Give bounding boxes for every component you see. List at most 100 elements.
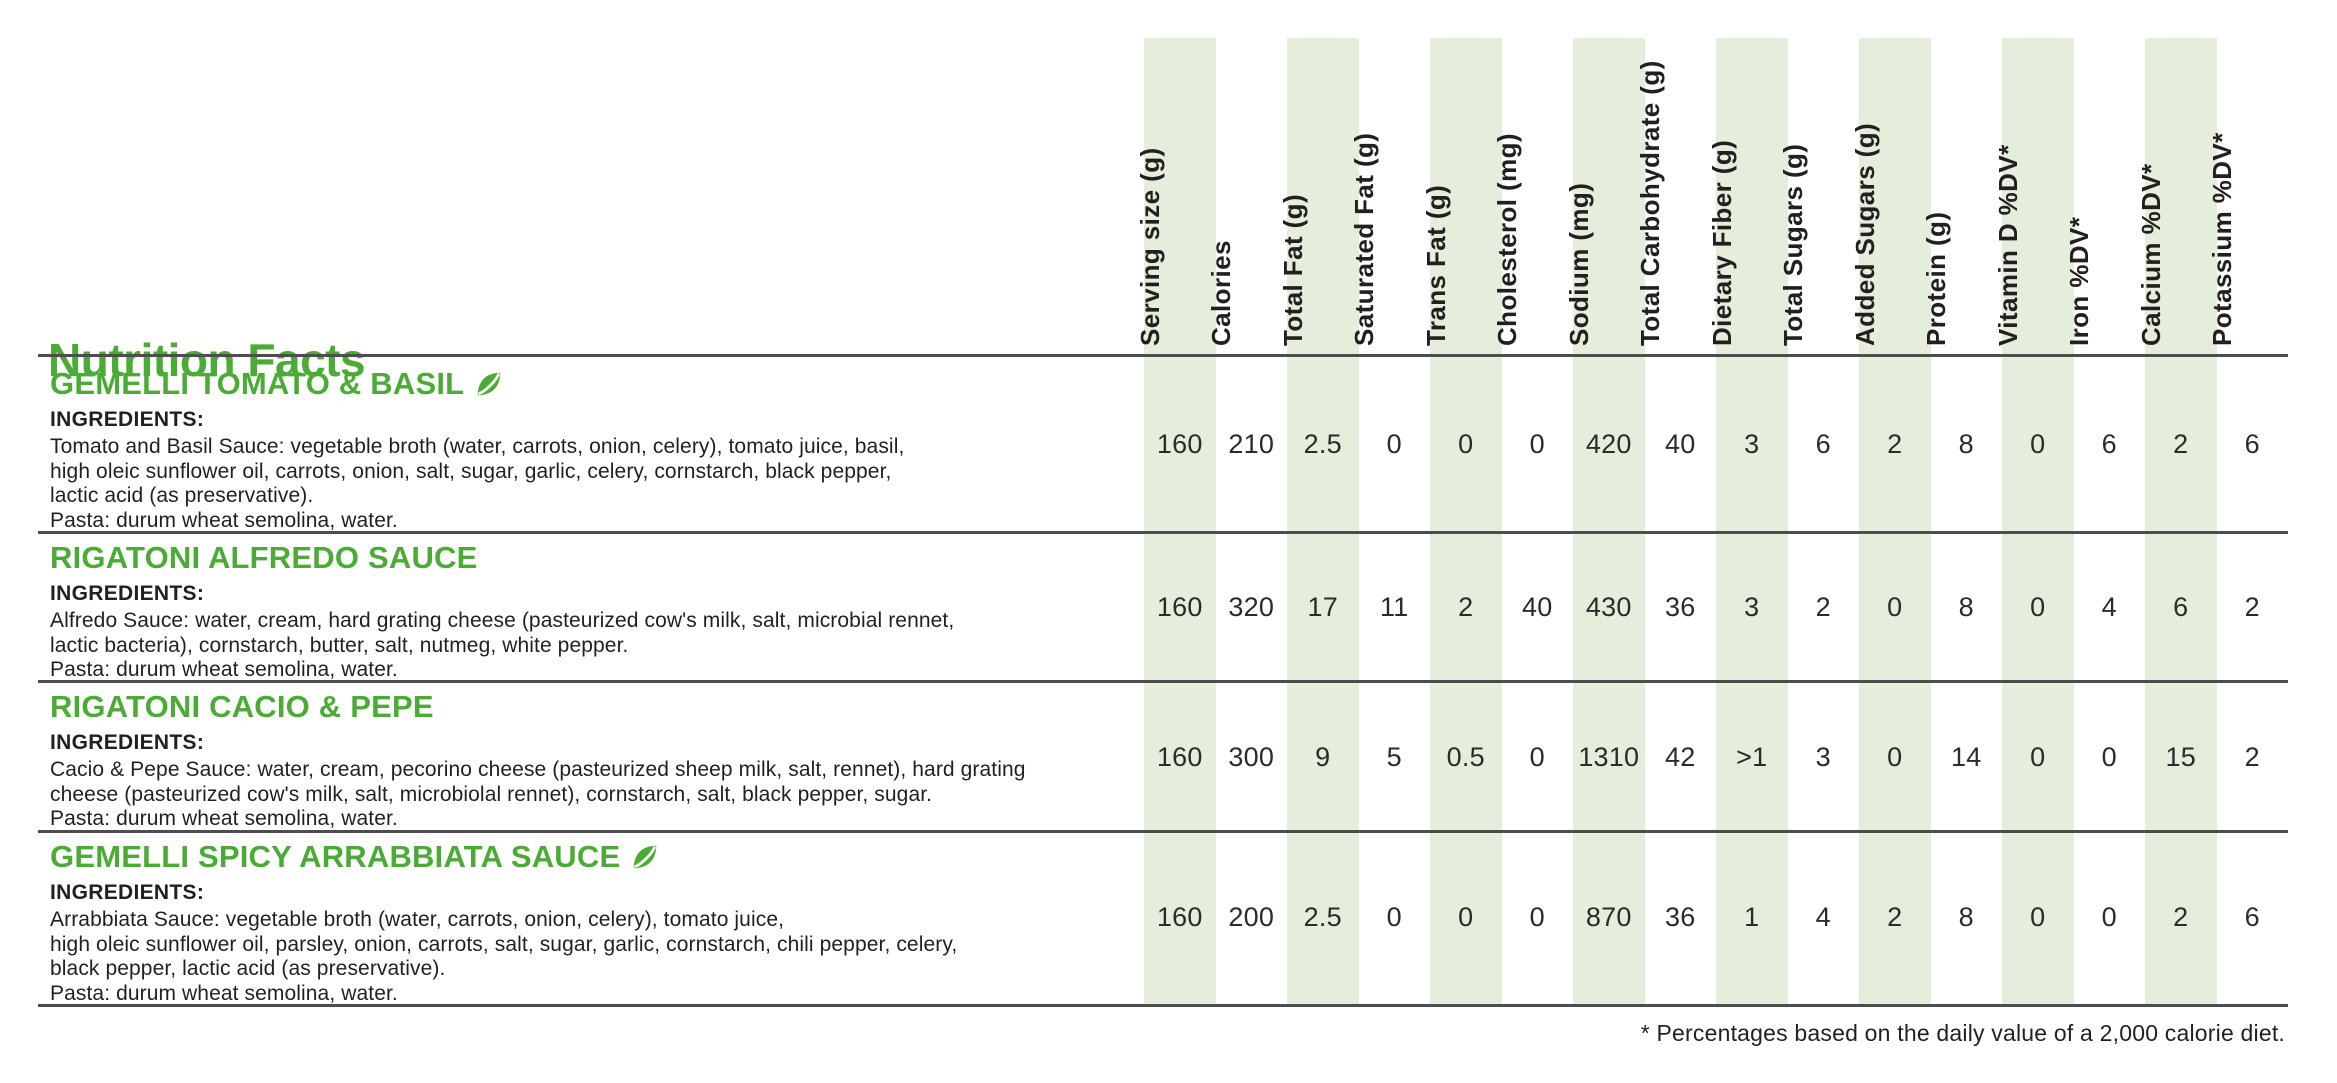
ingredients-label: INGREDIENTS: bbox=[50, 881, 205, 904]
value-serving-size-g-gemelli-spicy-arrabbiata-sauce: 160 bbox=[1156, 902, 1203, 932]
value-total-fat-g-gemelli-tomato-basil: 2.5 bbox=[1303, 429, 1342, 459]
value-dietary-fiber-g-gemelli-tomato-basil: 3 bbox=[1744, 429, 1760, 459]
ingredients-line: Pasta: durum wheat semolina, water. bbox=[50, 508, 398, 532]
value-calcium-dv-gemelli-spicy-arrabbiata-sauce: 2 bbox=[2173, 902, 2189, 932]
value-sodium-mg-rigatoni-cacio-pepe: 1310 bbox=[1578, 742, 1640, 772]
column-header-total-sugars-g: Total Sugars (g) bbox=[1778, 143, 1809, 346]
section-rule bbox=[38, 680, 2288, 683]
column-header-added-sugars-g: Added Sugars (g) bbox=[1849, 122, 1880, 346]
value-cholesterol-mg-rigatoni-alfredo-sauce: 40 bbox=[1522, 592, 1553, 622]
value-dietary-fiber-g-rigatoni-alfredo-sauce: 3 bbox=[1744, 592, 1760, 622]
value-calories-rigatoni-alfredo-sauce: 320 bbox=[1228, 592, 1275, 622]
ingredients-line: Pasta: durum wheat semolina, water. bbox=[50, 807, 398, 830]
value-serving-size-g-rigatoni-alfredo-sauce: 160 bbox=[1156, 592, 1203, 622]
value-dietary-fiber-g-gemelli-spicy-arrabbiata-sauce: 1 bbox=[1744, 902, 1760, 932]
value-sodium-mg-gemelli-tomato-basil: 420 bbox=[1585, 429, 1632, 459]
value-calories-gemelli-spicy-arrabbiata-sauce: 200 bbox=[1228, 902, 1275, 932]
value-saturated-fat-g-rigatoni-cacio-pepe: 5 bbox=[1386, 742, 1402, 772]
column-header-dietary-fiber-g: Dietary Fiber (g) bbox=[1706, 139, 1737, 346]
value-total-sugars-g-rigatoni-alfredo-sauce: 2 bbox=[1815, 592, 1831, 622]
header-rule bbox=[38, 354, 2288, 357]
daily-value-footnote: * Percentages based on the daily value o… bbox=[1640, 1020, 2285, 1046]
ingredients-line: Tomato and Basil Sauce: vegetable broth … bbox=[50, 435, 905, 458]
column-stripe-trans-fat-g bbox=[1430, 38, 1502, 1004]
column-header-trans-fat-g: Trans Fat (g) bbox=[1420, 184, 1451, 346]
value-total-carbohydrate-g-rigatoni-alfredo-sauce: 36 bbox=[1665, 592, 1696, 622]
column-header-serving-size-g: Serving size (g) bbox=[1134, 147, 1165, 346]
column-header-total-fat-g: Total Fat (g) bbox=[1277, 193, 1308, 346]
value-protein-g-rigatoni-cacio-pepe: 14 bbox=[1951, 742, 1982, 772]
value-iron-dv-rigatoni-alfredo-sauce: 4 bbox=[2101, 592, 2117, 622]
value-potassium-dv-gemelli-spicy-arrabbiata-sauce: 6 bbox=[2244, 902, 2260, 932]
product-title: RIGATONI ALFREDO SAUCE bbox=[50, 540, 1142, 576]
column-stripe-sodium-mg bbox=[1573, 38, 1645, 1004]
value-iron-dv-gemelli-tomato-basil: 6 bbox=[2101, 429, 2117, 459]
column-stripe-total-fat-g bbox=[1287, 38, 1359, 1004]
column-stripe-calcium-dv bbox=[2145, 38, 2217, 1004]
column-stripe-protein-g bbox=[1931, 38, 2003, 1004]
leaf-icon bbox=[630, 842, 660, 872]
ingredients-label: INGREDIENTS: bbox=[50, 408, 205, 431]
column-header-iron-dv: Iron %DV* bbox=[2064, 216, 2095, 346]
value-calories-gemelli-tomato-basil: 210 bbox=[1228, 429, 1275, 459]
column-stripe-calories bbox=[1216, 38, 1288, 1004]
product-title: RIGATONI CACIO & PEPE bbox=[50, 689, 1142, 725]
value-total-sugars-g-gemelli-spicy-arrabbiata-sauce: 4 bbox=[1815, 902, 1831, 932]
section-rule bbox=[38, 830, 2288, 833]
value-serving-size-g-rigatoni-cacio-pepe: 160 bbox=[1156, 742, 1203, 772]
value-added-sugars-g-gemelli-tomato-basil: 2 bbox=[1887, 429, 1903, 459]
ingredients-line: Arrabbiata Sauce: vegetable broth (water… bbox=[50, 908, 785, 931]
column-stripe-vitamin-d-dv bbox=[2002, 38, 2074, 1004]
value-saturated-fat-g-gemelli-tomato-basil: 0 bbox=[1386, 429, 1402, 459]
product-name: RIGATONI CACIO & PEPE bbox=[50, 689, 434, 724]
product-section-gemelli-tomato-basil: GEMELLI TOMATO & BASIL INGREDIENTS: Tomato… bbox=[50, 366, 1142, 533]
ingredients-line: Alfredo Sauce: water, cream, hard gratin… bbox=[50, 609, 955, 632]
value-calories-rigatoni-cacio-pepe: 300 bbox=[1228, 742, 1275, 772]
value-trans-fat-g-gemelli-spicy-arrabbiata-sauce: 0 bbox=[1458, 902, 1474, 932]
value-total-carbohydrate-g-gemelli-tomato-basil: 40 bbox=[1665, 429, 1696, 459]
ingredients-line: Pasta: durum wheat semolina, water. bbox=[50, 658, 398, 681]
value-iron-dv-rigatoni-cacio-pepe: 0 bbox=[2101, 742, 2117, 772]
value-saturated-fat-g-gemelli-spicy-arrabbiata-sauce: 0 bbox=[1386, 902, 1402, 932]
value-sodium-mg-gemelli-spicy-arrabbiata-sauce: 870 bbox=[1585, 902, 1632, 932]
value-total-sugars-g-gemelli-tomato-basil: 6 bbox=[1815, 429, 1831, 459]
product-name: RIGATONI ALFREDO SAUCE bbox=[50, 540, 478, 575]
column-header-saturated-fat-g: Saturated Fat (g) bbox=[1349, 132, 1380, 346]
ingredients-line: Cacio & Pepe Sauce: water, cream, pecori… bbox=[50, 758, 1026, 781]
column-header-cholesterol-mg: Cholesterol (mg) bbox=[1492, 133, 1523, 346]
product-name: GEMELLI SPICY ARRABBIATA SAUCE bbox=[50, 839, 621, 874]
value-total-fat-g-gemelli-spicy-arrabbiata-sauce: 2.5 bbox=[1303, 902, 1342, 932]
product-section-rigatoni-cacio-pepe: RIGATONI CACIO & PEPE INGREDIENTS: Cacio &… bbox=[50, 689, 1142, 832]
value-saturated-fat-g-rigatoni-alfredo-sauce: 11 bbox=[1380, 592, 1409, 622]
value-calcium-dv-rigatoni-cacio-pepe: 15 bbox=[2165, 742, 2196, 772]
value-cholesterol-mg-gemelli-spicy-arrabbiata-sauce: 0 bbox=[1529, 902, 1545, 932]
value-added-sugars-g-gemelli-spicy-arrabbiata-sauce: 2 bbox=[1887, 902, 1903, 932]
value-total-carbohydrate-g-rigatoni-cacio-pepe: 42 bbox=[1665, 742, 1696, 772]
product-section-rigatoni-alfredo-sauce: RIGATONI ALFREDO SAUCE INGREDIENTS: Alfred… bbox=[50, 540, 1142, 683]
value-serving-size-g-gemelli-tomato-basil: 160 bbox=[1156, 429, 1203, 459]
ingredients-label: INGREDIENTS: bbox=[50, 582, 205, 605]
value-protein-g-rigatoni-alfredo-sauce: 8 bbox=[1958, 592, 1974, 622]
column-stripe-iron-dv bbox=[2074, 38, 2146, 1004]
value-protein-g-gemelli-tomato-basil: 8 bbox=[1958, 429, 1974, 459]
column-stripe-serving-size-g bbox=[1144, 38, 1216, 1004]
section-rule bbox=[38, 1004, 2288, 1007]
column-header-vitamin-d-dv: Vitamin D %DV* bbox=[1992, 144, 2023, 346]
column-header-protein-g: Protein (g) bbox=[1921, 211, 1952, 346]
ingredients-line: black pepper, lactic acid (as preservati… bbox=[50, 957, 446, 980]
value-dietary-fiber-g-rigatoni-cacio-pepe: >1 bbox=[1736, 742, 1768, 772]
value-trans-fat-g-gemelli-tomato-basil: 0 bbox=[1458, 429, 1474, 459]
value-vitamin-d-dv-rigatoni-alfredo-sauce: 0 bbox=[2030, 592, 2046, 622]
value-total-sugars-g-rigatoni-cacio-pepe: 3 bbox=[1815, 742, 1831, 772]
product-title: GEMELLI TOMATO & BASIL bbox=[50, 366, 1142, 402]
value-total-carbohydrate-g-gemelli-spicy-arrabbiata-sauce: 36 bbox=[1665, 902, 1696, 932]
value-added-sugars-g-rigatoni-cacio-pepe: 0 bbox=[1887, 742, 1903, 772]
column-stripe-dietary-fiber-g bbox=[1716, 38, 1788, 1004]
value-protein-g-gemelli-spicy-arrabbiata-sauce: 8 bbox=[1958, 902, 1974, 932]
ingredients-line: cheese (pasteurized cow's milk, salt, mi… bbox=[50, 782, 933, 806]
value-total-fat-g-rigatoni-cacio-pepe: 9 bbox=[1315, 742, 1331, 772]
value-vitamin-d-dv-gemelli-spicy-arrabbiata-sauce: 0 bbox=[2030, 902, 2046, 932]
value-potassium-dv-rigatoni-cacio-pepe: 2 bbox=[2244, 742, 2260, 772]
value-added-sugars-g-rigatoni-alfredo-sauce: 0 bbox=[1887, 592, 1903, 622]
